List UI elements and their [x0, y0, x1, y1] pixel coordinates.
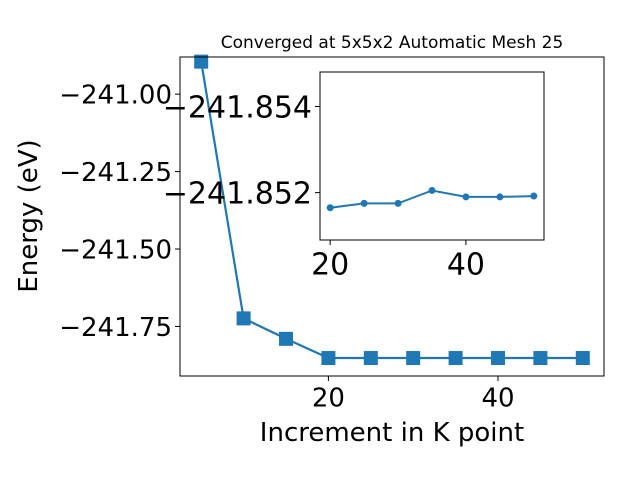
inset-plot-area	[320, 72, 544, 240]
y-axis-label: Energy (eV)	[14, 139, 44, 292]
main-data-point	[279, 331, 293, 346]
main-data-point	[236, 311, 251, 326]
chart-title: Converged at 5x5x2 Automatic Mesh 25	[221, 33, 564, 53]
main-series	[194, 54, 590, 366]
main-axes-frame	[179, 56, 605, 377]
main-series-line	[200, 61, 583, 360]
main-y-tick-label: −241.50	[59, 235, 172, 265]
inset-data-point	[530, 192, 538, 200]
main-y-tick-label: −241.25	[59, 158, 172, 188]
inset-axes: 20 40 −241.854 −241.852	[163, 71, 545, 283]
main-ticks: 20 40 −241.00 −241.25 −241.50 −241.75	[59, 81, 514, 414]
main-y-tick-label: −241.00	[59, 81, 172, 111]
inset-y-tick-label: −241.852	[163, 176, 312, 211]
main-data-point	[363, 351, 378, 366]
inset-data-point	[496, 193, 504, 201]
main-data-point	[491, 351, 505, 366]
main-x-tick-label: 20	[312, 384, 345, 414]
main-y-tick-label: −241.75	[59, 313, 172, 343]
inset-data-point	[360, 199, 368, 207]
inset-axes-frame	[319, 71, 545, 241]
inset-data-point	[462, 193, 470, 201]
inset-data-point	[326, 204, 334, 212]
main-data-point	[448, 351, 463, 366]
inset-y-tick-label: −241.854	[163, 90, 312, 125]
main-data-point	[194, 54, 209, 69]
inset-data-point	[394, 199, 402, 207]
inset-series	[326, 186, 538, 212]
main-data-point	[321, 351, 336, 366]
main-data-point	[575, 351, 590, 366]
inset-x-tick-label: 40	[447, 248, 485, 283]
inset-data-point	[428, 186, 436, 194]
main-data-point	[406, 351, 421, 366]
x-axis-label: Increment in K point	[260, 418, 524, 448]
main-x-tick-label: 40	[481, 384, 514, 414]
inset-ticks: 20 40 −241.854 −241.852	[163, 90, 485, 282]
main-data-point	[533, 351, 548, 366]
inset-x-tick-label: 20	[311, 248, 349, 283]
